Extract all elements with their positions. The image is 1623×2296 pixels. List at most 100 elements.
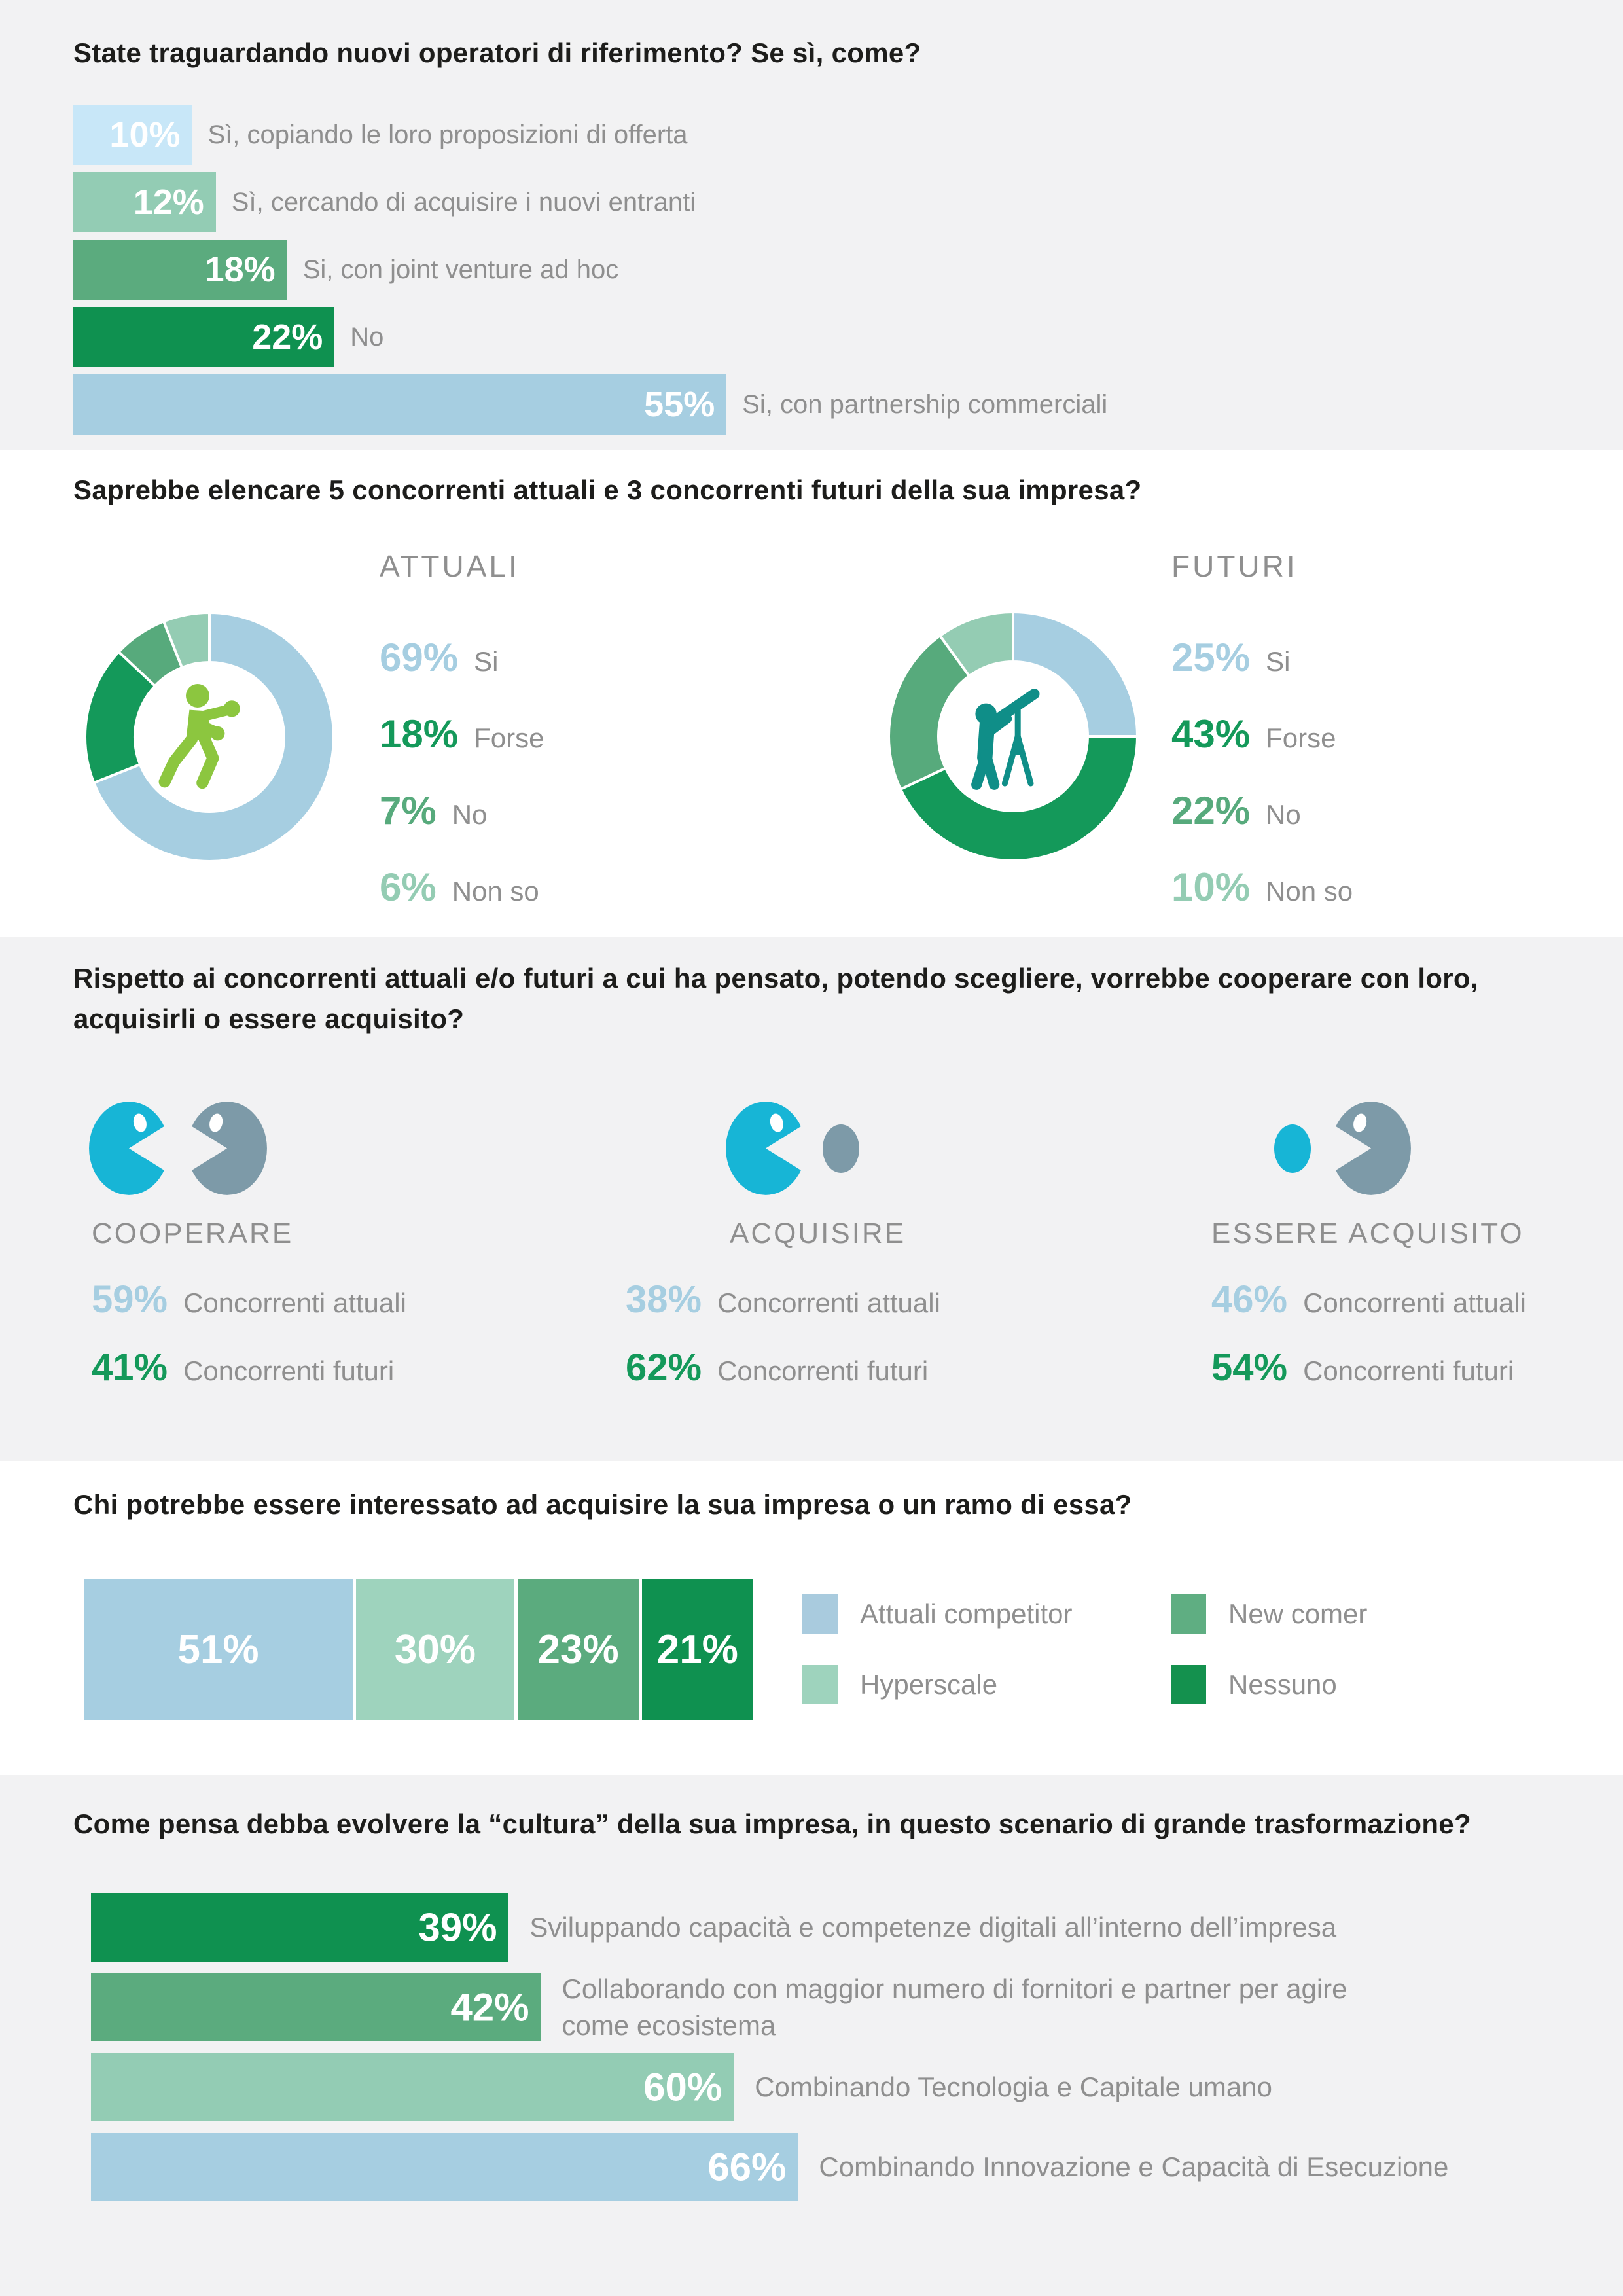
culture-bar-row: 39% Sviluppando capacità e competenze dig… bbox=[91, 1893, 1336, 1962]
group-stat-row: 41% Concorrenti futuri bbox=[92, 1346, 394, 1390]
legend-swatch bbox=[802, 1594, 838, 1634]
section-interested-acquirers: Chi potrebbe essere interessato ad acqui… bbox=[0, 1461, 1623, 1775]
answer-bar-value: 55% bbox=[644, 385, 715, 424]
culture-bar-row: 60% Combinando Tecnologia e Capitale uman… bbox=[91, 2053, 1272, 2121]
legend-item: Nessuno bbox=[1171, 1665, 1337, 1704]
donut-stat-row: 25% Si bbox=[1171, 635, 1290, 680]
culture-bar-label: Combinando Innovazione e Capacità di Ese… bbox=[819, 2151, 1449, 2182]
section-title: State traguardando nuovi operatori di ri… bbox=[73, 37, 921, 68]
donut-stat-label: Si bbox=[474, 646, 499, 677]
legend-swatch bbox=[1171, 1665, 1206, 1704]
donut-stat-label: Forse bbox=[1266, 723, 1336, 753]
culture-bar: 42% bbox=[91, 1973, 541, 2041]
donut-stat-label: Forse bbox=[474, 723, 544, 753]
donut-title-attuali: ATTUALI bbox=[380, 549, 520, 583]
group-label-3: ESSERE ACQUISITO bbox=[1211, 1217, 1524, 1249]
legend-swatch bbox=[1171, 1594, 1206, 1634]
pacman-icon bbox=[1329, 1098, 1414, 1202]
answer-bar-value: 22% bbox=[252, 317, 323, 357]
donut-title-futuri: FUTURI bbox=[1171, 549, 1298, 583]
answer-bar-row: 22% No bbox=[73, 307, 383, 367]
culture-bar-value: 39% bbox=[418, 1905, 497, 1950]
section-title-line2: acquisirli o essere acquisito? bbox=[73, 1003, 465, 1034]
group-stat-row: 54% Concorrenti futuri bbox=[1211, 1346, 1514, 1390]
stacked-segment: 30% bbox=[356, 1579, 514, 1720]
group-stat-row: 46% Concorrenti attuali bbox=[1211, 1278, 1526, 1321]
answer-bar-label: No bbox=[350, 323, 384, 351]
donut-stat-value: 22% bbox=[1171, 789, 1251, 833]
donut-stat-label: No bbox=[452, 799, 488, 830]
group-label-2: ACQUISIRE bbox=[730, 1217, 906, 1249]
answer-bar-value: 12% bbox=[133, 183, 204, 222]
answer-bar-row: 55% Si, con partnership commerciali bbox=[73, 374, 1107, 435]
dot-icon bbox=[1273, 1123, 1312, 1177]
group-stat-label: Concorrenti attuali bbox=[183, 1287, 406, 1318]
group-stat-value: 41% bbox=[92, 1346, 168, 1389]
answer-bar-label: Si, con partnership commerciali bbox=[742, 390, 1108, 419]
pacman-icon bbox=[185, 1098, 270, 1202]
legend-label: Nessuno bbox=[1228, 1669, 1337, 1700]
donut-chart-attuali bbox=[82, 610, 336, 867]
culture-bar-value: 60% bbox=[643, 2065, 722, 2109]
section-culture-evolution: Come pensa debba evolvere la “cultura” d… bbox=[0, 1775, 1623, 2296]
stacked-segment-value: 30% bbox=[394, 1626, 476, 1672]
telescope-icon bbox=[954, 677, 1072, 798]
legend-label: New comer bbox=[1228, 1598, 1368, 1629]
group-stat-label: Concorrenti futuri bbox=[1303, 1355, 1514, 1386]
culture-bar-row: 42% Collaborando con maggior numero di fo… bbox=[91, 1973, 1347, 2041]
answer-bar-row: 10% Sì, copiando le loro proposizioni di … bbox=[73, 105, 688, 165]
answer-bar: 22% bbox=[73, 307, 335, 367]
answer-bar-label: Sì, copiando le loro proposizioni di off… bbox=[207, 120, 688, 149]
group-label-1: COOPERARE bbox=[92, 1217, 294, 1249]
group-stat-value: 46% bbox=[1211, 1278, 1288, 1321]
boxer-icon bbox=[151, 678, 268, 799]
stacked-segment: 21% bbox=[642, 1579, 753, 1720]
answer-bar-label: Si, con joint venture ad hoc bbox=[302, 255, 619, 284]
donut-stat-label: Si bbox=[1266, 646, 1291, 677]
stacked-segment-value: 23% bbox=[537, 1626, 619, 1672]
section-competitors-donuts: Saprebbe elencare 5 concorrenti attuali … bbox=[0, 450, 1623, 937]
group-stat-label: Concorrenti futuri bbox=[717, 1355, 929, 1386]
section-title: Come pensa debba evolvere la “cultura” d… bbox=[73, 1808, 1471, 1839]
group-stat-value: 54% bbox=[1211, 1346, 1288, 1389]
donut-stat-value: 7% bbox=[380, 789, 437, 833]
donut-stat-label: Non so bbox=[452, 876, 539, 906]
stacked-segment-value: 21% bbox=[656, 1626, 738, 1672]
section-title-line1: Rispetto ai concorrenti attuali e/o futu… bbox=[73, 963, 1478, 994]
donut-stat-value: 69% bbox=[380, 636, 459, 679]
group-stat-row: 38% Concorrenti attuali bbox=[626, 1278, 940, 1321]
group-stat-label: Concorrenti attuali bbox=[717, 1287, 940, 1318]
culture-bar-label: Collaborando con maggior numero di forni… bbox=[562, 1973, 1347, 2041]
stacked-segment: 51% bbox=[84, 1579, 353, 1720]
answer-bar-label: Sì, cercando di acquisire i nuovi entran… bbox=[231, 188, 696, 217]
answer-bar-value: 10% bbox=[109, 115, 181, 154]
legend-label: Hyperscale bbox=[860, 1669, 998, 1700]
donut-stat-value: 10% bbox=[1171, 865, 1251, 909]
donut-stat-value: 18% bbox=[380, 712, 459, 756]
group-stat-row: 62% Concorrenti futuri bbox=[626, 1346, 928, 1390]
section-title: Chi potrebbe essere interessato ad acqui… bbox=[73, 1489, 1132, 1520]
donut-stat-value: 25% bbox=[1171, 636, 1251, 679]
answer-bar: 55% bbox=[73, 374, 727, 435]
culture-bar-row: 66% Combinando Innovazione e Capacità di … bbox=[91, 2133, 1448, 2201]
stacked-segment: 23% bbox=[517, 1579, 639, 1720]
answer-bar-value: 18% bbox=[204, 250, 276, 289]
donut-stat-row: 69% Si bbox=[380, 635, 498, 680]
culture-bar-value: 66% bbox=[707, 2145, 787, 2189]
answer-bar: 18% bbox=[73, 240, 287, 300]
pacman-icon bbox=[723, 1098, 808, 1202]
section-title: Rispetto ai concorrenti attuali e/o futu… bbox=[73, 958, 1578, 1039]
group-stat-label: Concorrenti futuri bbox=[183, 1355, 395, 1386]
section-new-operators: State traguardando nuovi operatori di ri… bbox=[0, 0, 1623, 450]
culture-bar-value: 42% bbox=[450, 1985, 529, 2030]
legend-item: New comer bbox=[1171, 1594, 1367, 1634]
group-stat-value: 38% bbox=[626, 1278, 702, 1321]
culture-bar-label: Sviluppando capacità e competenze digita… bbox=[529, 1912, 1337, 1943]
donut-stat-label: No bbox=[1266, 799, 1301, 830]
donut-stat-value: 6% bbox=[380, 865, 437, 909]
legend-label: Attuali competitor bbox=[860, 1598, 1073, 1629]
donut-stat-row: 10% Non so bbox=[1171, 865, 1353, 910]
group-stat-value: 62% bbox=[626, 1346, 702, 1389]
donut-stat-row: 18% Forse bbox=[380, 711, 544, 757]
culture-bar-label: Combinando Tecnologia e Capitale umano bbox=[755, 2072, 1272, 2102]
